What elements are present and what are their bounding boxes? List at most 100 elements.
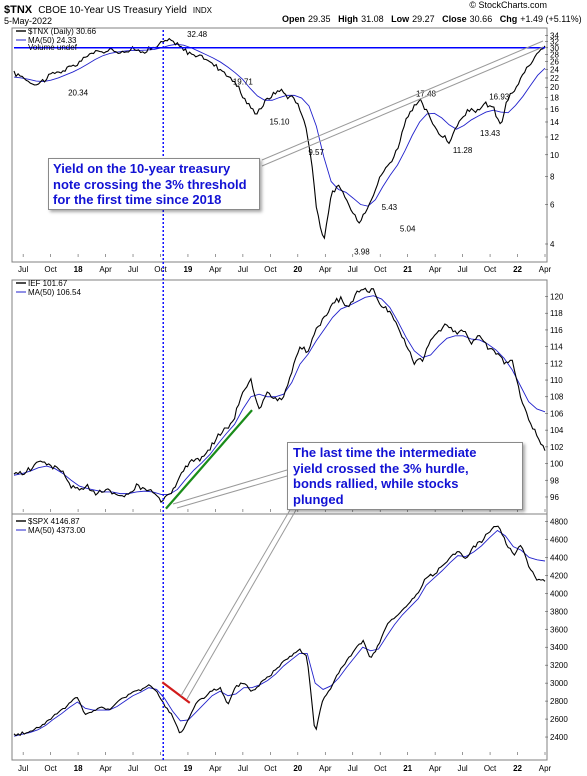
value-label: 11.28 — [453, 146, 473, 155]
y-tick-label: 8 — [550, 172, 555, 181]
value-label: 19.71 — [233, 78, 254, 87]
x-tick-label-spx: Jul — [457, 764, 467, 773]
x-tick-label-spx: 18 — [74, 764, 83, 773]
callout-bonds-line-3: bonds rallied, while stocks — [293, 476, 459, 492]
symbol: $TNX — [4, 4, 33, 16]
x-tick-label-tnx: Apr — [319, 265, 332, 274]
y-tick-label: 3400 — [550, 643, 568, 652]
x-tick-label-tnx: Oct — [44, 265, 57, 274]
watermark: © StockCharts.com — [469, 0, 547, 10]
callout-tnx-pointer — [261, 40, 544, 161]
value-label: 5.04 — [400, 224, 416, 233]
y-tick-label: 104 — [550, 426, 564, 435]
y-tick-label: 3000 — [550, 679, 568, 688]
x-tick-label-spx: Apr — [319, 764, 332, 773]
x-tick-label-spx: Oct — [374, 764, 387, 773]
y-tick-label: 20 — [550, 83, 559, 92]
x-tick-label-tnx: Apr — [209, 265, 222, 274]
x-tick-label-spx: Jul — [128, 764, 138, 773]
x-tick-label-tnx: 21 — [403, 265, 412, 274]
x-tick-label-spx: Apr — [99, 764, 112, 773]
y-tick-label: 12 — [550, 133, 559, 142]
y-tick-label: 32 — [550, 37, 559, 46]
y-tick-label: 26 — [550, 58, 559, 67]
callout-bonds-line-4: plunged — [293, 491, 344, 507]
x-tick-label-tnx: Apr — [539, 265, 552, 274]
x-tick-label-spx: Apr — [429, 764, 442, 773]
y-tick-label: 106 — [550, 409, 564, 418]
chart-date: 5-May-2022 — [4, 16, 52, 26]
x-tick-label-tnx: Oct — [264, 265, 277, 274]
y-tick-label: 3600 — [550, 625, 568, 634]
chart-title: $TNX CBOE 10-Year US Treasury Yield INDX — [4, 4, 213, 16]
callout-tnx-pointer-shadow — [261, 46, 544, 167]
x-tick-label-tnx: Apr — [429, 265, 442, 274]
x-tick-label-spx: 20 — [293, 764, 302, 773]
x-tick-label-tnx: Oct — [374, 265, 387, 274]
y-tick-label: 30 — [550, 44, 559, 53]
value-label: 17.48 — [416, 89, 437, 98]
x-tick-label-spx: Oct — [264, 764, 277, 773]
x-tick-label-spx: Jul — [238, 764, 248, 773]
value-label: 5.43 — [382, 203, 398, 212]
legend-tnx-volume: Volume undef — [28, 43, 78, 52]
x-tick-label-tnx: Oct — [154, 265, 167, 274]
y-tick-label: 24 — [550, 65, 559, 74]
ief-trend-line — [165, 409, 253, 510]
value-label: 32.48 — [187, 30, 208, 39]
legend-tnx: $TNX (Daily) 30.66 MA(50) 24.33 Volume u… — [16, 27, 97, 52]
callout-tnx-threshold: Yield on the 10-year treasury note cross… — [48, 158, 260, 210]
x-tick-label-tnx: Jul — [128, 265, 138, 274]
annotations-overlay: Jul Oct 18 Apr Jul Oct 19 Apr Jul Oct 20 Apr Jul Oct 2… — [14, 30, 552, 773]
y-tick-label: 34 — [550, 32, 559, 41]
y-tick-label: 118 — [550, 309, 563, 318]
callout-tnx-line-2: note crossing the 3% threshold — [53, 176, 247, 192]
callout-tnx-line-1: Yield on the 10-year treasury — [53, 161, 231, 176]
ohlc-readout: Open 29.35 High 31.08 Low 29.27 Close 30.66 … — [282, 14, 587, 24]
callout-bonds-line-1: The last time the intermediate — [293, 445, 477, 460]
panel-spx: 2400 2600 2800 3000 3200 3400 3600 3800 4000 4200… — [13, 517, 568, 755]
x-tick-label-tnx: 22 — [513, 265, 522, 274]
x-tick-label-spx: 22 — [513, 764, 522, 773]
panel-tnx-frame — [11, 27, 548, 263]
y-tick-label: 112 — [550, 359, 563, 368]
value-label: 16.93 — [489, 92, 510, 101]
legend-tnx-ma: MA(50) 24.33 — [28, 36, 77, 45]
y-tick-label: 4200 — [550, 571, 568, 580]
y-tick-label: 4 — [550, 240, 555, 249]
y-tick-label: 22 — [550, 74, 559, 83]
panel-spx-frame — [11, 513, 548, 761]
symbol-name: CBOE 10-Year US Treasury Yield — [38, 5, 187, 16]
y-tick-label: 100 — [550, 460, 564, 469]
y-tick-label: 2400 — [550, 733, 568, 742]
y-tick-label: 96 — [550, 493, 559, 502]
x-tick-label-spx: Jul — [18, 764, 28, 773]
legend-spx-price: $SPX 4146.87 — [28, 517, 80, 526]
legend-ief-price: IEF 101.67 — [28, 279, 68, 288]
value-label: 9.57 — [308, 148, 324, 157]
x-tick-label-spx: Apr — [209, 764, 222, 773]
value-label: 20.34 — [68, 89, 89, 98]
legend-tnx-price: $TNX (Daily) 30.66 — [28, 27, 97, 36]
value-label: 13.43 — [480, 129, 501, 138]
x-tick-label-spx: Apr — [539, 764, 552, 773]
value-label: 15.10 — [269, 118, 290, 127]
y-tick-label: 2600 — [550, 715, 568, 724]
y-tick-label: 10 — [550, 151, 559, 160]
y-tick-label: 2800 — [550, 697, 568, 706]
x-tick-label-spx: Oct — [154, 764, 167, 773]
callout-tnx-line-3: for the first time since 2018 — [53, 192, 222, 208]
callout-bonds-pointer-ief — [172, 469, 288, 505]
legend-spx: $SPX 4146.87 MA(50) 4373.00 — [16, 517, 86, 535]
x-tick-label-tnx: Oct — [484, 265, 497, 274]
y-tick-label: 18 — [550, 94, 559, 103]
x-tick-label-tnx: Jul — [18, 265, 28, 274]
legend-ief-ma: MA(50) 106.54 — [28, 288, 81, 297]
legend-ief: IEF 101.67 MA(50) 106.54 — [16, 279, 81, 297]
x-tick-label-spx: 19 — [183, 764, 192, 773]
y-tick-label: 6 — [550, 201, 555, 210]
y-tick-label: 120 — [550, 293, 564, 302]
callout-bonds-pointer-ief-shadow — [176, 475, 288, 509]
legend-spx-ma: MA(50) 4373.00 — [28, 526, 86, 535]
